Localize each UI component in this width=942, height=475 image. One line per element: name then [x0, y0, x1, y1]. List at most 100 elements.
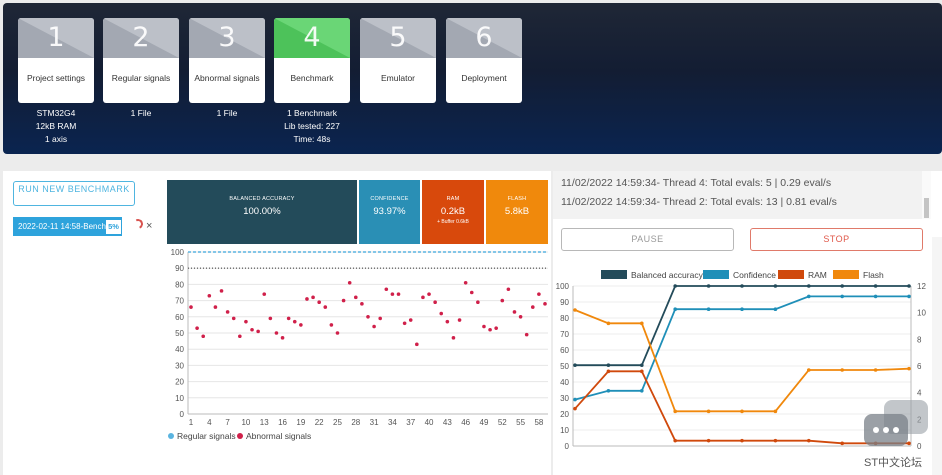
x-tick-label: 52 [498, 418, 507, 427]
metric-title: RAM [446, 196, 460, 202]
data-point [451, 336, 456, 340]
log-scrollbar-thumb[interactable] [924, 198, 929, 218]
x-tick-label: 49 [480, 418, 489, 427]
y2-tick-label: 6 [917, 362, 922, 371]
series-point [640, 389, 644, 393]
y2-tick-label: 10 [917, 309, 926, 318]
legend-marker [168, 433, 174, 439]
series-point [673, 307, 677, 311]
step-sub-project-settings: STM32G4 12kB RAM 1 axis [11, 107, 101, 146]
y-tick-label: 40 [560, 378, 569, 387]
data-point [347, 280, 352, 285]
data-point [445, 319, 450, 324]
x-tick-label: 43 [443, 418, 452, 427]
y-tick-label: 60 [175, 313, 184, 322]
y-tick-label: 100 [171, 248, 185, 257]
data-point [280, 336, 285, 340]
metric-value: 100.00% [243, 206, 281, 217]
step-regular-signals[interactable]: 2 Regular signals [103, 18, 179, 103]
series-point [773, 409, 778, 414]
data-point [305, 297, 309, 301]
forum-watermark-text: ST中文论坛 [864, 457, 923, 469]
data-point [421, 295, 425, 300]
series-point [640, 321, 644, 326]
step-deployment[interactable]: 6 Deployment [446, 18, 522, 103]
legend-label: Regular signals [177, 431, 236, 441]
step-label: Benchmark [290, 73, 334, 83]
y-tick-label: 80 [560, 314, 569, 323]
run-new-benchmark-button[interactable]: RUN NEW BENCHMARK [13, 181, 135, 206]
data-point [299, 323, 303, 327]
data-point [311, 295, 315, 300]
step-banner-shape [360, 18, 436, 58]
data-point [225, 310, 230, 314]
step-sub-benchmark: 1 Benchmark Lib tested: 227 Time: 48s [267, 107, 357, 146]
y-tick-label: 20 [175, 378, 184, 387]
x-tick-label: 28 [351, 418, 360, 427]
data-point [415, 342, 419, 347]
loading-spinner-icon [131, 217, 145, 231]
y-tick-label: 0 [180, 410, 185, 419]
close-icon[interactable]: × [146, 220, 153, 232]
series-point [840, 368, 844, 372]
step-banner-shape [18, 18, 94, 58]
data-point [286, 316, 291, 321]
step-banner-shape [274, 18, 350, 58]
step-number-banner: 4 [274, 18, 350, 58]
legend-marker [237, 433, 243, 439]
step-benchmark[interactable]: 4 Benchmark [274, 18, 350, 103]
y-tick-label: 30 [175, 361, 184, 370]
series-point [840, 441, 844, 446]
data-point [402, 321, 407, 326]
step-emulator[interactable]: 5 Emulator [360, 18, 436, 103]
step-number: 6 [475, 22, 493, 53]
metric-confidence: CONFIDENCE 93.97% [359, 180, 420, 244]
y2-tick-label: 0 [917, 442, 922, 451]
metric-value: 0.2kB [440, 206, 466, 217]
step-number-banner: 5 [360, 18, 436, 58]
series-point [873, 368, 878, 372]
series-point [907, 284, 911, 288]
series-line [574, 295, 909, 401]
step-project-settings[interactable]: 1 Project settings [18, 18, 94, 103]
log-scrollbar[interactable] [922, 171, 931, 219]
stop-button[interactable]: STOP [750, 228, 923, 251]
series-point [807, 368, 811, 372]
step-sub-line: 1 File [130, 108, 152, 118]
x-tick-label: 1 [189, 418, 194, 427]
step-abnormal-signals[interactable]: 3 Abnormal signals [189, 18, 265, 103]
x-tick-label: 37 [406, 418, 415, 427]
legend-swatch [778, 270, 804, 279]
y-tick-label: 30 [560, 394, 569, 403]
x-tick-label: 16 [278, 418, 287, 427]
data-point [408, 318, 413, 322]
step-sub-line: Lib tested: 227 [284, 121, 340, 131]
step-sub-abnormal-signals: 1 File [182, 107, 272, 120]
y-tick-label: 60 [560, 346, 569, 355]
series-point [907, 366, 911, 371]
pause-button[interactable]: PAUSE [561, 228, 734, 251]
data-point [518, 315, 523, 319]
series-line [574, 309, 910, 413]
y-tick-label: 90 [175, 264, 184, 273]
data-point [439, 311, 444, 316]
y-tick-label: 90 [560, 298, 569, 307]
series-point [773, 307, 778, 311]
data-point [353, 295, 358, 300]
step-number: 4 [303, 22, 321, 53]
data-point [213, 305, 218, 309]
series-point [773, 438, 778, 443]
data-point [543, 302, 547, 306]
x-tick-label: 46 [461, 418, 470, 427]
y2-tick-label: 12 [917, 282, 926, 291]
data-point [512, 310, 517, 314]
y-tick-label: 0 [565, 442, 570, 451]
metric-value: 5.8kB [504, 206, 530, 217]
step-number-banner: 3 [189, 18, 265, 58]
benchmark-list-item[interactable]: 2022-02-11 14:58-Bench [13, 217, 122, 236]
panel-scrollbar[interactable] [932, 237, 942, 475]
x-tick-label: 34 [388, 418, 397, 427]
x-tick-label: 25 [333, 418, 342, 427]
log-console: 11/02/2022 14:59:34- Thread 4: Total eva… [553, 171, 922, 219]
series-point [740, 284, 744, 288]
